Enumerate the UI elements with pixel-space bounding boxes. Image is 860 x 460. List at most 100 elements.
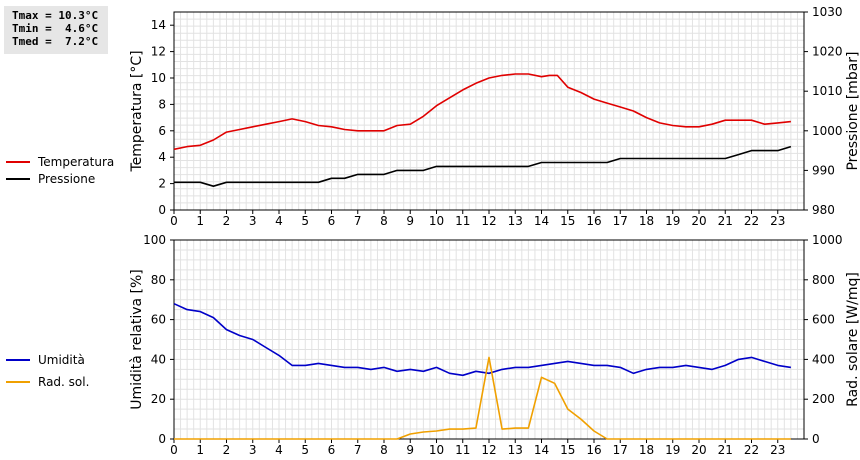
y2-tick-label: 400 xyxy=(812,352,835,366)
x-tick-label: 0 xyxy=(170,443,178,457)
x-tick-label: 23 xyxy=(770,443,785,457)
series-line-temperatura xyxy=(173,73,791,151)
y2-tick-label: 1030 xyxy=(812,5,843,19)
y-axis-label: Temperatura [°C] xyxy=(129,50,145,172)
x-tick-label: 16 xyxy=(586,443,601,457)
y2-axis-label: Pressione [mbar] xyxy=(845,51,860,170)
tmed-text: Tmed = 7.2°C xyxy=(12,35,99,48)
x-tick-label: 18 xyxy=(639,214,654,228)
legend-label-temperatura: Temperatura xyxy=(38,154,115,169)
y-axis-label: Umidità relativa [%] xyxy=(129,269,145,410)
y-tick-label: 40 xyxy=(151,352,166,366)
y-tick-label: 60 xyxy=(151,313,166,327)
temperature-pressure-panel: 0 1 2 3 4 5 6 7 8 9 10 11 12 13 14 15 16 17 18 19 20 21 22 2302… xyxy=(129,5,860,228)
series-line-pressione xyxy=(174,145,792,187)
y-tick-label: 0 xyxy=(158,432,166,446)
x-tick-label: 12 xyxy=(481,214,496,228)
legend-item-umidita: Umidità xyxy=(6,351,89,368)
x-tick-label: 20 xyxy=(691,214,706,228)
legend-swatch-pressione xyxy=(6,177,30,180)
x-tick-label: 2 xyxy=(223,214,231,228)
x-tick-label: 8 xyxy=(380,214,388,228)
y-tick-label: 6 xyxy=(158,124,166,138)
x-tick-label: 18 xyxy=(639,443,654,457)
series-line-rad-sol xyxy=(174,356,791,440)
x-tick-label: 23 xyxy=(770,214,785,228)
x-tick-label: 20 xyxy=(691,443,706,457)
tmin-text: Tmin = 4.6°C xyxy=(12,22,99,35)
x-tick-label: 17 xyxy=(613,443,628,457)
x-tick-label: 12 xyxy=(481,443,496,457)
x-tick-label: 22 xyxy=(744,443,759,457)
x-tick-label: 10 xyxy=(429,214,444,228)
x-tick-label: 19 xyxy=(665,443,680,457)
legend-top: Temperatura Pressione xyxy=(6,153,114,187)
y2-tick-label: 1010 xyxy=(812,84,843,98)
y-tick-label: 100 xyxy=(143,233,166,247)
x-tick-label: 15 xyxy=(560,214,575,228)
legend-swatch-temperatura xyxy=(6,160,30,163)
y-tick-label: 2 xyxy=(158,177,166,191)
y-tick-label: 20 xyxy=(151,392,166,406)
y-tick-label: 10 xyxy=(151,71,166,85)
x-tick-label: 15 xyxy=(560,443,575,457)
x-tick-label: 7 xyxy=(354,443,362,457)
x-tick-label: 7 xyxy=(354,214,362,228)
y2-tick-label: 600 xyxy=(812,313,835,327)
x-tick-label: 14 xyxy=(534,214,549,228)
x-tick-label: 13 xyxy=(508,214,523,228)
y-tick-label: 80 xyxy=(151,273,166,287)
x-tick-label: 1 xyxy=(196,214,204,228)
x-tick-label: 2 xyxy=(223,443,231,457)
x-tick-label: 17 xyxy=(613,214,628,228)
y-tick-label: 12 xyxy=(151,45,166,59)
legend-item-rad-sol: Rad. sol. xyxy=(6,373,89,390)
x-tick-label: 9 xyxy=(406,214,414,228)
x-tick-label: 3 xyxy=(249,443,257,457)
legend-item-temperatura: Temperatura xyxy=(6,153,114,170)
y2-axis-label: Rad. solare [W/mq] xyxy=(845,272,860,407)
y2-tick-label: 1000 xyxy=(812,124,843,138)
y2-tick-label: 1020 xyxy=(812,45,843,59)
y2-tick-label: 800 xyxy=(812,273,835,287)
x-tick-label: 8 xyxy=(380,443,388,457)
legend-swatch-rad-sol xyxy=(6,380,30,383)
legend-label-rad-sol: Rad. sol. xyxy=(38,374,90,389)
humidity-radiation-panel: 0 1 2 3 4 5 6 7 8 9 10 11 12 13 14 15 16 17 18 19 20 21 22 2302… xyxy=(129,233,860,457)
series-line-umidit xyxy=(173,302,792,377)
temperature-stats-box: Tmax = 10.3°C Tmin = 4.6°C Tmed = 7.2°C xyxy=(4,6,108,54)
legend-bottom: Umidità Rad. sol. xyxy=(6,351,89,390)
tmax-text: Tmax = 10.3°C xyxy=(12,9,99,22)
x-tick-label: 1 xyxy=(196,443,204,457)
x-tick-label: 5 xyxy=(301,443,309,457)
y2-tick-label: 980 xyxy=(812,203,835,217)
y-tick-label: 8 xyxy=(158,97,166,111)
legend-label-pressione: Pressione xyxy=(38,171,96,186)
x-tick-label: 11 xyxy=(455,214,470,228)
y-tick-label: 0 xyxy=(158,203,166,217)
y-tick-label: 4 xyxy=(158,150,166,164)
x-tick-label: 11 xyxy=(455,443,470,457)
x-tick-label: 0 xyxy=(170,214,178,228)
x-tick-label: 21 xyxy=(718,443,733,457)
x-tick-label: 19 xyxy=(665,214,680,228)
x-tick-label: 5 xyxy=(301,214,309,228)
legend-swatch-umidita xyxy=(6,358,30,361)
x-tick-label: 4 xyxy=(275,214,283,228)
x-tick-label: 6 xyxy=(328,214,336,228)
y-tick-label: 14 xyxy=(151,18,166,32)
x-tick-label: 10 xyxy=(429,443,444,457)
legend-item-pressione: Pressione xyxy=(6,170,114,187)
x-tick-label: 14 xyxy=(534,443,549,457)
x-tick-label: 6 xyxy=(328,443,336,457)
x-tick-label: 21 xyxy=(718,214,733,228)
x-tick-label: 3 xyxy=(249,214,257,228)
legend-label-umidita: Umidità xyxy=(38,352,85,367)
y2-tick-label: 1000 xyxy=(812,233,843,247)
x-tick-label: 13 xyxy=(508,443,523,457)
x-tick-label: 4 xyxy=(275,443,283,457)
x-tick-label: 22 xyxy=(744,214,759,228)
x-tick-label: 9 xyxy=(406,443,414,457)
y2-tick-label: 200 xyxy=(812,392,835,406)
